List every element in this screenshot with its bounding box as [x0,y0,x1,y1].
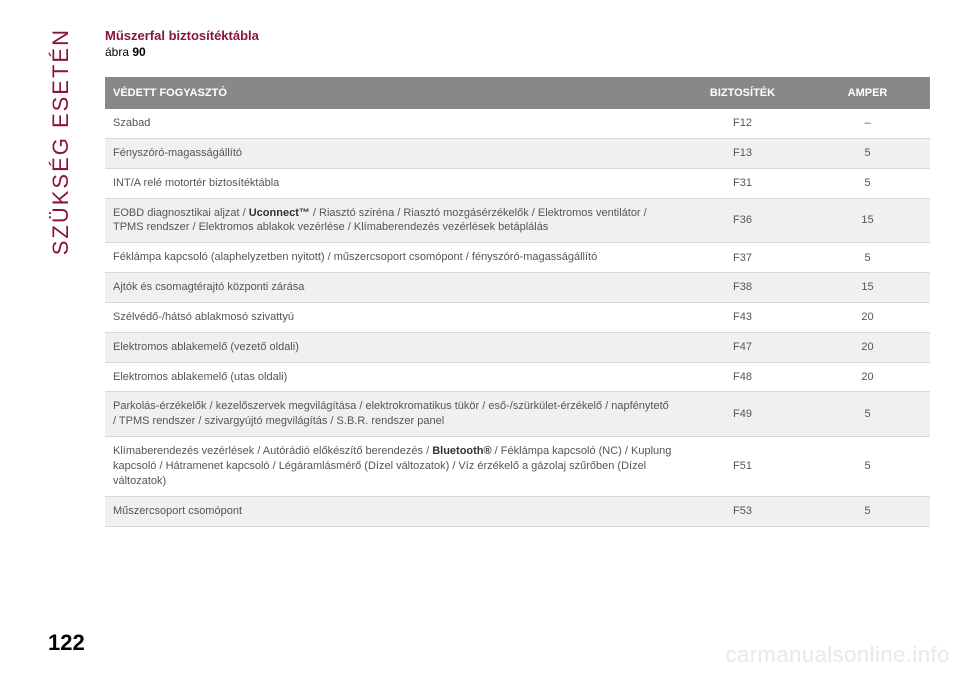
table-row: INT/A relé motortér biztosítéktáblaF315 [105,168,930,198]
cell-amp: 5 [805,243,930,273]
cell-fuse: F49 [680,392,805,437]
cell-amp: 5 [805,496,930,526]
table-row: Elektromos ablakemelő (utas oldali)F4820 [105,362,930,392]
table-row: SzabadF12– [105,109,930,138]
table-header-row: VÉDETT FOGYASZTÓ BIZTOSÍTÉK AMPER [105,77,930,109]
cell-desc: Ajtók és csomagtérajtó központi zárása [105,273,680,303]
cell-amp: 5 [805,138,930,168]
cell-fuse: F47 [680,332,805,362]
cell-desc: Klímaberendezés vezérlések / Autórádió e… [105,437,680,497]
page-title: Műszerfal biztosítéktábla [105,28,930,43]
table-row: Parkolás-érzékelők / kezelőszervek megvi… [105,392,930,437]
fuse-table: VÉDETT FOGYASZTÓ BIZTOSÍTÉK AMPER Szabad… [105,77,930,527]
table-row: EOBD diagnosztikai aljzat / Uconnect™ / … [105,198,930,243]
cell-desc: EOBD diagnosztikai aljzat / Uconnect™ / … [105,198,680,243]
table-row: Klímaberendezés vezérlések / Autórádió e… [105,437,930,497]
cell-fuse: F51 [680,437,805,497]
cell-amp: 20 [805,302,930,332]
cell-fuse: F48 [680,362,805,392]
table-row: Elektromos ablakemelő (vezető oldali)F47… [105,332,930,362]
cell-amp: 5 [805,168,930,198]
cell-desc: Féklámpa kapcsoló (alaphelyzetben nyitot… [105,243,680,273]
col-header-desc: VÉDETT FOGYASZTÓ [105,77,680,109]
main-content: Műszerfal biztosítéktábla ábra 90 VÉDETT… [105,28,930,527]
page-number: 122 [48,630,85,656]
cell-amp: 5 [805,437,930,497]
subtitle-prefix: ábra [105,45,132,59]
cell-desc: Parkolás-érzékelők / kezelőszervek megvi… [105,392,680,437]
subtitle-number: 90 [132,45,145,59]
cell-desc: Szabad [105,109,680,138]
cell-desc: Elektromos ablakemelő (vezető oldali) [105,332,680,362]
cell-amp: 15 [805,273,930,303]
cell-desc: Műszercsoport csomópont [105,496,680,526]
cell-amp: 20 [805,332,930,362]
cell-fuse: F43 [680,302,805,332]
cell-desc: Szélvédő-/hátsó ablakmosó szivattyú [105,302,680,332]
table-row: Szélvédő-/hátsó ablakmosó szivattyúF4320 [105,302,930,332]
cell-amp: 5 [805,392,930,437]
cell-fuse: F38 [680,273,805,303]
table-row: Fényszóró-magasságállítóF135 [105,138,930,168]
cell-fuse: F13 [680,138,805,168]
table-row: Ajtók és csomagtérajtó központi zárásaF3… [105,273,930,303]
cell-desc: INT/A relé motortér biztosítéktábla [105,168,680,198]
col-header-fuse: BIZTOSÍTÉK [680,77,805,109]
section-label: SZÜKSÉG ESETÉN [48,28,74,255]
cell-fuse: F31 [680,168,805,198]
cell-amp: 15 [805,198,930,243]
cell-fuse: F37 [680,243,805,273]
col-header-amp: AMPER [805,77,930,109]
watermark: carmanualsonline.info [725,642,950,668]
cell-amp: – [805,109,930,138]
cell-desc: Elektromos ablakemelő (utas oldali) [105,362,680,392]
page-subtitle: ábra 90 [105,45,930,59]
cell-desc: Fényszóró-magasságállító [105,138,680,168]
cell-fuse: F53 [680,496,805,526]
table-row: Műszercsoport csomópontF535 [105,496,930,526]
cell-fuse: F12 [680,109,805,138]
cell-amp: 20 [805,362,930,392]
table-row: Féklámpa kapcsoló (alaphelyzetben nyitot… [105,243,930,273]
cell-fuse: F36 [680,198,805,243]
